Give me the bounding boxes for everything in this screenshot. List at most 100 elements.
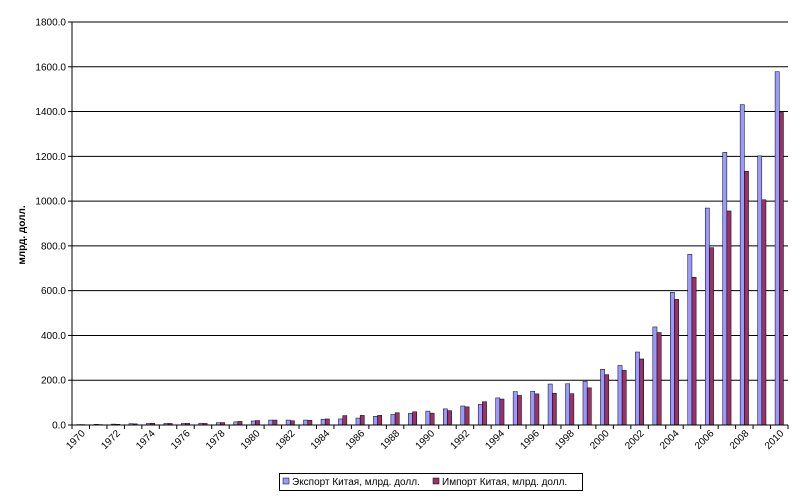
bar-import-1999 bbox=[586, 387, 592, 426]
bar-export-1997 bbox=[547, 383, 553, 426]
bar-import-2004 bbox=[674, 299, 679, 426]
bar-export-1981 bbox=[268, 419, 274, 426]
legend-label-export: Экспорт Китая, млрд. долл. bbox=[292, 477, 420, 488]
legend-swatch-export bbox=[282, 477, 290, 485]
y-tick-label: 1000.0 bbox=[35, 197, 66, 208]
bar-import-1986 bbox=[359, 415, 365, 426]
legend: Экспорт Китая, млрд. долл. Импорт Китая, … bbox=[279, 473, 583, 491]
x-tick-label: 1972 bbox=[99, 428, 123, 452]
x-tick-label: 1986 bbox=[344, 428, 368, 452]
bar-export-1999 bbox=[582, 381, 588, 426]
bar-import-2000 bbox=[604, 374, 610, 426]
bar-export-2008 bbox=[739, 104, 745, 426]
bar-import-1990 bbox=[429, 412, 435, 426]
legend-swatch-import bbox=[432, 477, 440, 485]
bar-export-1995 bbox=[512, 391, 518, 426]
y-axis-label: млрд. долл. bbox=[17, 205, 28, 264]
bar-import-1984 bbox=[324, 418, 330, 426]
bar-export-1985 bbox=[338, 418, 343, 426]
y-tick-label: 600.0 bbox=[41, 286, 66, 297]
bar-import-1983 bbox=[307, 420, 313, 426]
bar-export-1992 bbox=[460, 405, 466, 426]
x-tick-label: 2000 bbox=[588, 428, 612, 452]
axes bbox=[68, 21, 789, 429]
y-tick-label: 800.0 bbox=[41, 241, 66, 252]
bar-import-1996 bbox=[534, 393, 540, 426]
y-tick-label: 1400.0 bbox=[35, 107, 66, 118]
bar-import-1979 bbox=[237, 421, 243, 426]
x-tick-label: 2006 bbox=[693, 428, 717, 452]
x-tick-label: 1980 bbox=[239, 428, 263, 452]
x-tick-label: 1982 bbox=[274, 428, 298, 452]
bar-import-2009 bbox=[761, 199, 767, 426]
bar-import-1998 bbox=[569, 393, 575, 426]
bar-import-2007 bbox=[726, 210, 732, 426]
x-tick-label: 1974 bbox=[134, 428, 158, 452]
x-tick-labels: 1970 1972 1974 1976 1978 1980 1982 1984 1986 1988… bbox=[64, 428, 786, 452]
bar-export-1990 bbox=[425, 410, 431, 426]
x-tick-label: 1996 bbox=[518, 428, 542, 452]
bar-export-2002 bbox=[635, 351, 640, 426]
bar-import-1980 bbox=[255, 420, 260, 426]
bar-export-2001 bbox=[617, 365, 623, 426]
bar-import-1992 bbox=[464, 406, 470, 426]
bar-export-1984 bbox=[320, 418, 326, 426]
x-tick-label: 2002 bbox=[623, 428, 647, 452]
bar-export-2003 bbox=[652, 326, 658, 426]
bar-import-1981 bbox=[272, 419, 278, 426]
bar-export-1980 bbox=[250, 420, 256, 426]
bar-import-1987 bbox=[377, 415, 383, 426]
bar-import-1988 bbox=[394, 412, 400, 426]
bar-import-1995 bbox=[517, 395, 522, 426]
x-tick-label: 1984 bbox=[309, 428, 333, 452]
bar-import-2003 bbox=[656, 332, 662, 426]
x-tick-label: 1992 bbox=[449, 428, 473, 452]
y-tick-label: 200.0 bbox=[41, 376, 66, 387]
bar-export-2005 bbox=[687, 254, 693, 426]
bar-import-1991 bbox=[447, 410, 452, 426]
y-tick-label: 1600.0 bbox=[35, 62, 66, 73]
y-tick-label: 1800.0 bbox=[35, 18, 66, 29]
bar-export-1986 bbox=[355, 417, 361, 426]
bar-import-2005 bbox=[691, 276, 697, 426]
bar-export-1987 bbox=[373, 416, 378, 426]
x-tick-label: 1990 bbox=[414, 428, 438, 452]
bar-import-2008 bbox=[744, 171, 749, 426]
bar-export-2006 bbox=[704, 207, 710, 426]
x-tick-label: 1970 bbox=[64, 428, 88, 452]
bar-import-1985 bbox=[342, 415, 348, 426]
y-tick-label: 0.0 bbox=[52, 421, 66, 432]
gridlines bbox=[72, 21, 788, 381]
bar-export-2004 bbox=[670, 291, 675, 426]
bar-import-1982 bbox=[290, 420, 295, 426]
bar-export-2010 bbox=[774, 71, 780, 426]
y-tick-label: 400.0 bbox=[41, 331, 66, 342]
bar-export-1988 bbox=[390, 414, 396, 426]
bar-import-2001 bbox=[621, 370, 627, 426]
y-tick-label: 1200.0 bbox=[35, 152, 66, 163]
x-tick-label: 1988 bbox=[379, 428, 403, 452]
bar-import-1989 bbox=[412, 411, 417, 426]
bar-export-1994 bbox=[495, 397, 501, 426]
x-tick-label: 2008 bbox=[728, 428, 752, 452]
x-tick-label: 1976 bbox=[169, 428, 193, 452]
bar-export-2007 bbox=[722, 152, 728, 426]
x-tick-label: 1978 bbox=[204, 428, 228, 452]
bar-import-1994 bbox=[499, 398, 505, 426]
bar-export-1991 bbox=[443, 408, 448, 426]
x-tick-label: 2010 bbox=[763, 428, 787, 452]
legend-label-import: Импорт Китая, млрд. долл. bbox=[442, 477, 567, 488]
bar-import-2002 bbox=[639, 358, 644, 426]
bar-export-2000 bbox=[600, 369, 605, 426]
bars bbox=[76, 71, 784, 426]
bar-export-1998 bbox=[565, 383, 570, 426]
bar-export-1993 bbox=[477, 404, 483, 426]
bar-export-1989 bbox=[408, 413, 413, 426]
x-tick-label: 2004 bbox=[658, 428, 682, 452]
legend-box bbox=[279, 473, 583, 491]
x-tick-label: 1994 bbox=[484, 428, 508, 452]
x-tick-label: 1998 bbox=[553, 428, 577, 452]
bar-import-1997 bbox=[551, 392, 557, 426]
bar-import-1993 bbox=[482, 401, 487, 426]
